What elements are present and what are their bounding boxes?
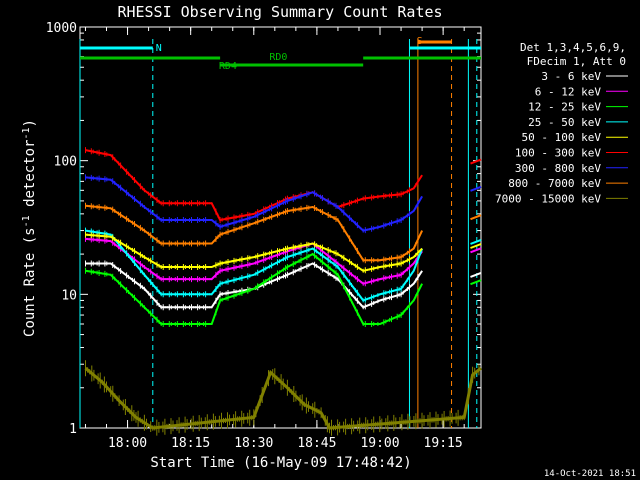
flag-annotation: RD0	[269, 52, 287, 63]
y-axis-label: Count Rate (s-1 detector-1)	[21, 119, 38, 337]
series-6	[85, 174, 482, 234]
series-tail	[470, 185, 482, 192]
plot-area: 1 10 100 1000 18:00 18:15 18:30 18:45 19:00 19:15…	[46, 21, 482, 451]
legend-label: 7000 - 15000 keV	[495, 192, 601, 205]
flag-annotation: RD4	[219, 61, 237, 72]
legend: Det 1,3,4,5,6,9,FDecim 1, Att 0 3 - 6 keV…	[495, 41, 628, 205]
legend-label: 100 - 300 keV	[515, 147, 601, 160]
flag-annotation: S	[417, 36, 423, 47]
ylabel-sup: -1	[21, 215, 32, 227]
legend-label: 50 - 100 keV	[522, 131, 602, 144]
x-axis-label: Start Time (16-May-09 17:48:42)	[150, 455, 411, 471]
legend-header-line: FDecim 1, Att 0	[527, 55, 626, 68]
series-noise	[85, 231, 421, 274]
ylabel-tail: detector	[22, 140, 38, 216]
y-tick-label: 100	[54, 155, 77, 170]
y-tick-label: 10	[61, 288, 77, 303]
y-tick-label: 1	[69, 422, 77, 437]
series-tail	[470, 279, 482, 286]
series-noise	[85, 252, 421, 327]
ylabel-main: Count Rate (s	[22, 227, 38, 337]
series-tail	[470, 239, 482, 245]
x-tick-label: 18:30	[234, 436, 273, 451]
series-4	[85, 231, 482, 274]
series-tail	[470, 243, 482, 249]
x-tick-label: 18:45	[297, 436, 336, 451]
series-tail	[470, 158, 482, 165]
series-tail	[470, 214, 482, 221]
series-tail	[470, 247, 482, 254]
legend-label: 300 - 800 keV	[515, 162, 601, 175]
ylabel-tail-sup: -1	[21, 127, 32, 139]
series-2	[85, 252, 482, 327]
series-noise	[85, 174, 421, 234]
legend-label: 800 - 7000 keV	[508, 177, 601, 190]
chart-title: RHESSI Observing Summary Count Rates	[117, 3, 442, 21]
series-3	[85, 227, 482, 303]
legend-header-line: Det 1,3,4,5,6,9,	[520, 41, 626, 54]
x-tick-label: 18:00	[108, 436, 147, 451]
timestamp: 14-Oct-2021 18:51	[544, 469, 636, 479]
legend-label: 12 - 25 keV	[528, 101, 601, 114]
flag-annotation: N	[156, 43, 162, 54]
legend-label: 3 - 6 keV	[541, 70, 601, 83]
x-tick-label: 18:15	[171, 436, 210, 451]
series-noise	[85, 202, 421, 264]
series-8	[84, 360, 482, 436]
legend-label: 25 - 50 keV	[528, 116, 601, 129]
series-noise	[85, 227, 421, 303]
y-tick-label: 1000	[46, 21, 77, 36]
series-tail	[470, 272, 482, 278]
ylabel-close: )	[22, 119, 38, 127]
x-tick-label: 19:15	[424, 436, 463, 451]
x-tick-label: 19:00	[360, 436, 399, 451]
series-7	[85, 202, 482, 264]
legend-label: 6 - 12 keV	[535, 85, 602, 98]
